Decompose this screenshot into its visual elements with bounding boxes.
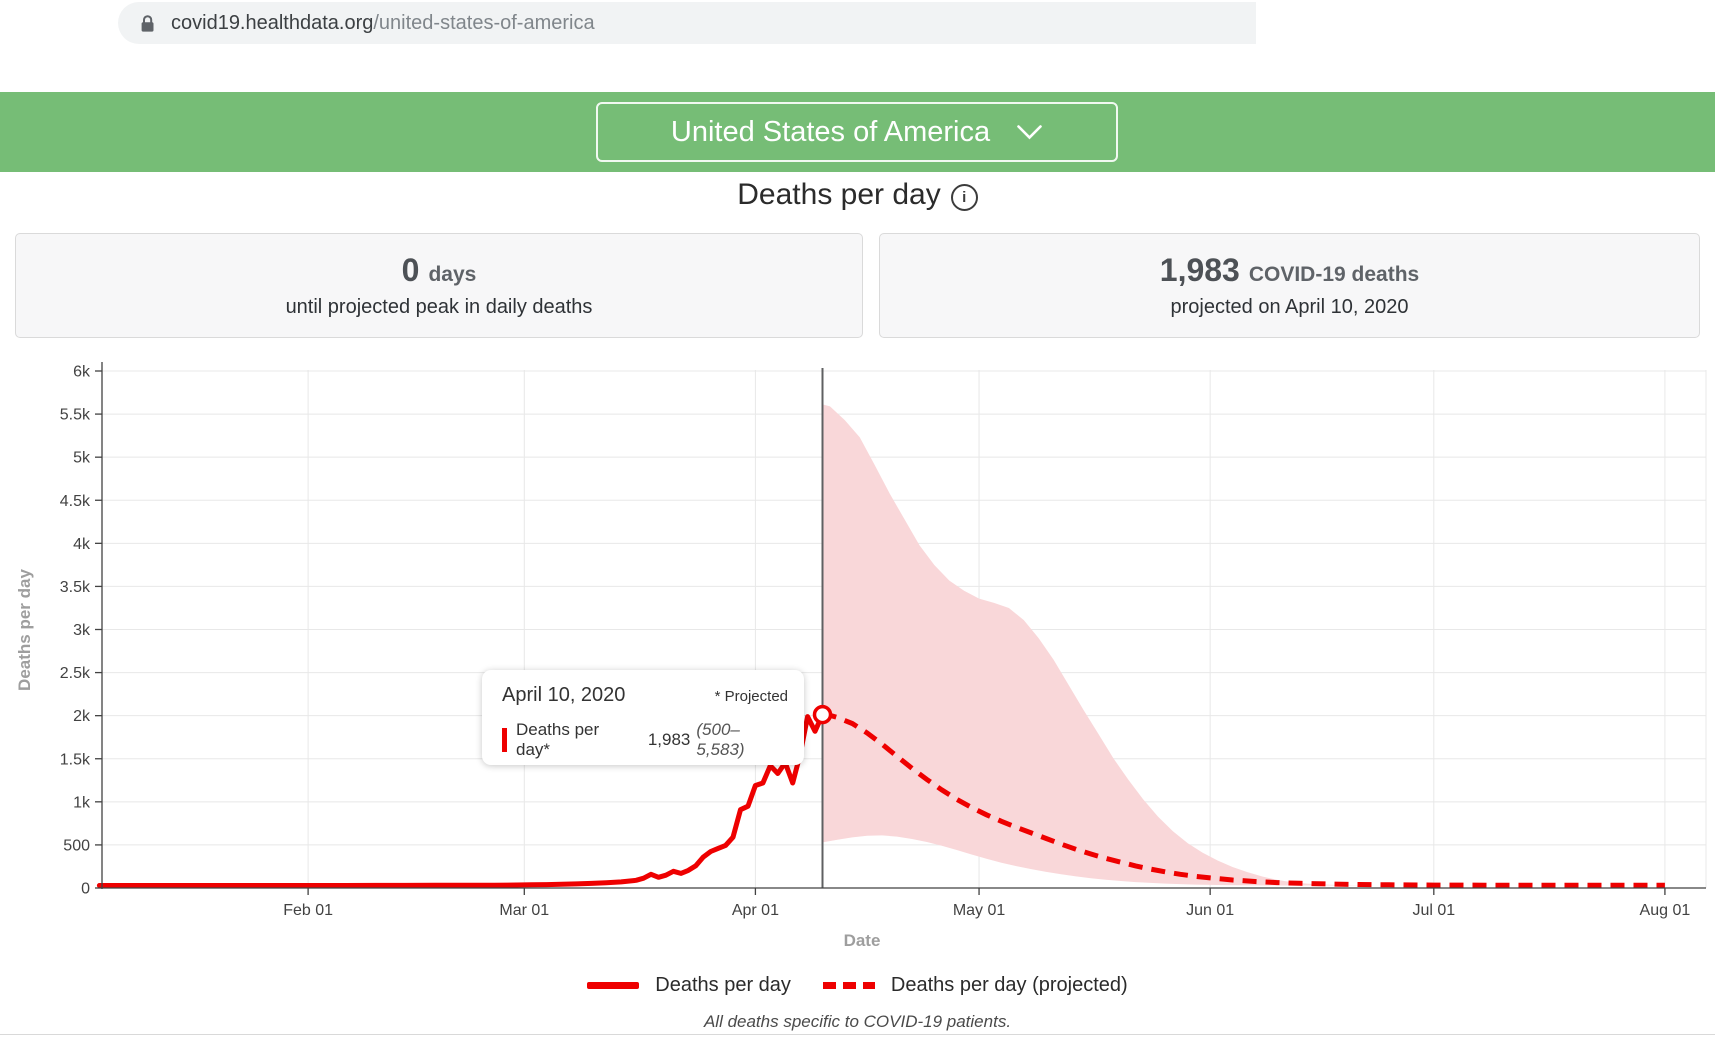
browser-url-bar[interactable]: covid19.healthdata.org/united-states-of-…	[118, 2, 1256, 44]
peak-days-unit: days	[428, 263, 477, 286]
projected-deaths-value: 1,983	[1159, 252, 1240, 288]
y-tick-label: 0	[81, 881, 90, 898]
y-tick-label: 3k	[73, 622, 91, 639]
y-tick-label: 2k	[73, 708, 91, 725]
y-tick-label: 2.5k	[60, 665, 91, 682]
dashed-line-swatch	[822, 982, 875, 989]
legend-item-observed: Deaths per day	[587, 974, 791, 997]
info-icon-glyph: i	[962, 189, 967, 206]
chevron-down-icon	[1016, 124, 1043, 141]
y-axis-title: Deaths per day	[15, 569, 34, 691]
peak-days-card: 0 days until projected peak in daily dea…	[15, 233, 863, 338]
y-tick-label: 1k	[73, 794, 91, 811]
lock-icon	[140, 14, 155, 33]
y-tick-label: 3.5k	[60, 579, 91, 596]
url-host: covid19.healthdata.org	[171, 11, 374, 34]
x-tick-label: Jun 01	[1186, 902, 1234, 919]
legend-item-projected: Deaths per day (projected)	[822, 974, 1128, 997]
x-tick-label: May 01	[953, 902, 1006, 919]
y-tick-label: 5k	[73, 450, 91, 467]
page-title: Deaths per day i	[0, 178, 1715, 212]
x-tick-label: Aug 01	[1640, 902, 1691, 919]
x-tick-label: Apr 01	[732, 902, 779, 919]
legend-projected-label: Deaths per day (projected)	[890, 974, 1128, 996]
tooltip-value: 1,983	[647, 730, 691, 749]
peak-marker	[812, 704, 833, 725]
solid-line-swatch	[587, 982, 640, 989]
y-tick-label: 6k	[73, 364, 91, 381]
chart-footnote: All deaths specific to COVID-19 patients…	[703, 1012, 1012, 1031]
region-header-band: United States of America	[0, 92, 1715, 172]
chart-tooltip: April 10, 2020 * Projected Deaths per da…	[482, 670, 804, 765]
chart-legend: Deaths per day Deaths per day (projected…	[0, 974, 1715, 997]
x-tick-label: Jul 01	[1412, 902, 1455, 919]
observed-line	[96, 712, 825, 888]
projected-deaths-caption: projected on April 10, 2020	[1170, 296, 1409, 318]
x-tick-label: Feb 01	[283, 902, 333, 919]
uncertainty-band	[822, 404, 1375, 886]
peak-days-value: 0	[401, 252, 420, 288]
bottom-divider	[0, 1034, 1715, 1035]
y-tick-label: 4k	[73, 536, 91, 553]
y-tick-label: 1.5k	[60, 751, 91, 768]
url-path: /united-states-of-america	[373, 11, 595, 34]
y-tick-label: 5.5k	[60, 407, 91, 424]
tooltip-range: (500–5,583)	[696, 720, 745, 759]
x-tick-label: Mar 01	[499, 902, 549, 919]
tooltip-series-label: Deaths per day*	[516, 720, 600, 759]
tooltip-series-swatch	[502, 728, 507, 752]
region-selector-label: United States of America	[670, 115, 991, 148]
x-axis-title: Date	[844, 931, 881, 950]
y-tick-label: 500	[63, 837, 90, 854]
region-selector-dropdown[interactable]: United States of America	[596, 102, 1118, 162]
info-icon[interactable]: i	[950, 184, 978, 211]
legend-observed-label: Deaths per day	[655, 974, 791, 996]
projected-line	[822, 712, 1665, 888]
projected-deaths-card: 1,983 COVID-19 deaths projected on April…	[879, 233, 1700, 338]
page-title-text: Deaths per day	[737, 178, 941, 211]
projected-deaths-unit: COVID-19 deaths	[1248, 263, 1420, 286]
tooltip-projected-note: * Projected	[714, 688, 788, 705]
url-text: covid19.healthdata.org/united-states-of-…	[171, 12, 595, 35]
y-tick-label: 4.5k	[60, 493, 91, 510]
peak-days-caption: until projected peak in daily deaths	[285, 296, 593, 318]
tooltip-date: April 10, 2020	[502, 684, 626, 706]
